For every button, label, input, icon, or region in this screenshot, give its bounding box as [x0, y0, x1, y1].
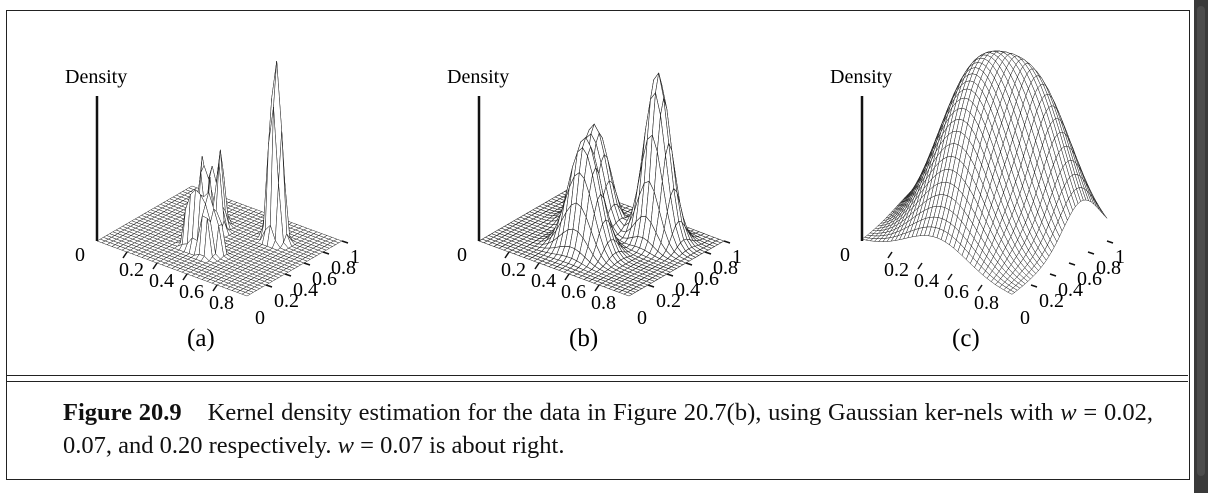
scrollbar-thumb[interactable]	[1197, 6, 1205, 476]
y-tick-mark-b-5	[723, 240, 731, 244]
y-tick-mark-c-5	[1106, 240, 1114, 244]
x-tick-mark-b-4	[594, 284, 600, 292]
x-tick-mark-c-4	[977, 284, 983, 292]
x-tick-mark-c-1	[887, 251, 893, 259]
y-tick-a-0: 0	[255, 307, 265, 329]
y-tick-a-3: 0.6	[312, 268, 337, 290]
x-tick-b-2: 0.4	[531, 270, 556, 292]
y-tick-mark-c-3	[1068, 262, 1076, 266]
y-tick-b-1: 0.2	[656, 290, 681, 312]
surface-a	[96, 60, 343, 297]
x-tick-a-4: 0.8	[209, 292, 234, 314]
y-tick-a-4: 0.8	[331, 257, 356, 279]
x-tick-a-2: 0.4	[149, 270, 174, 292]
y-tick-a-2: 0.4	[293, 279, 318, 301]
x-tick-mark-b-3	[564, 273, 570, 281]
x-tick-c-0: 0	[840, 244, 850, 266]
caption-eq-1: = 0.02, 0.07, and 0.20 respectively.	[63, 399, 1153, 459]
surface-c	[861, 50, 1108, 295]
caption-text-1: Kernel density estimation for the data i…	[207, 399, 1061, 426]
panel-label-b: (b)	[569, 325, 598, 352]
caption-rule-bottom	[7, 381, 1188, 382]
x-tick-a-0: 0	[75, 244, 85, 266]
x-tick-c-3: 0.6	[944, 281, 969, 303]
x-tick-mark-b-1	[504, 251, 510, 259]
figure-plots-area: Density 0 0.2 0.4 0.6 0.8 0 0.2 0.4 0.6 0.8 1 (a) Den…	[7, 11, 1188, 374]
y-tick-c-1: 0.2	[1039, 290, 1064, 312]
x-tick-b-1: 0.2	[501, 259, 526, 281]
y-tick-mark-a-5	[341, 240, 349, 244]
z-axis-label-a: Density	[65, 66, 127, 88]
y-tick-a-1: 0.2	[274, 290, 299, 312]
y-tick-a-5: 1	[350, 246, 360, 268]
caption-w-symbol: w	[1060, 399, 1077, 426]
x-tick-mark-b-2	[534, 262, 540, 270]
x-tick-mark-c-2	[917, 262, 923, 270]
y-tick-b-2: 0.4	[675, 279, 700, 301]
x-tick-mark-a-1	[122, 251, 128, 259]
caption-rule-top	[7, 375, 1188, 376]
x-tick-b-3: 0.6	[561, 281, 586, 303]
x-tick-a-1: 0.2	[119, 259, 144, 281]
x-tick-mark-a-2	[152, 262, 158, 270]
panel-label-c: (c)	[952, 325, 980, 352]
y-tick-b-5: 1	[732, 246, 742, 268]
y-tick-mark-b-1	[647, 284, 655, 288]
x-tick-mark-c-3	[947, 273, 953, 281]
x-tick-c-4: 0.8	[974, 292, 999, 314]
caption-eq-2: = 0.07 is about right.	[354, 432, 565, 459]
x-tick-mark-a-4	[212, 284, 218, 292]
y-tick-mark-c-4	[1087, 251, 1095, 255]
y-tick-mark-a-4	[322, 251, 330, 255]
y-tick-mark-a-2	[284, 273, 292, 277]
caption-figure-number: Figure 20.9	[63, 399, 182, 426]
y-tick-c-3: 0.6	[1077, 268, 1102, 290]
scrollbar[interactable]	[1194, 0, 1208, 493]
x-tick-a-3: 0.6	[179, 281, 204, 303]
figure-caption: Figure 20.9 Kernel density estimation for…	[63, 396, 1153, 462]
y-tick-mark-b-4	[704, 251, 712, 255]
y-tick-b-4: 0.8	[713, 257, 738, 279]
figure-frame: Density 0 0.2 0.4 0.6 0.8 0 0.2 0.4 0.6 0.8 1 (a) Den…	[6, 10, 1190, 480]
z-axis-label-b: Density	[447, 66, 509, 88]
panel-label-a: (a)	[187, 325, 215, 352]
y-tick-mark-c-2	[1049, 273, 1057, 277]
y-tick-c-0: 0	[1020, 307, 1030, 329]
y-tick-mark-b-2	[666, 273, 674, 277]
y-tick-c-5: 1	[1115, 246, 1125, 268]
y-tick-b-0: 0	[637, 307, 647, 329]
y-tick-c-2: 0.4	[1058, 279, 1083, 301]
y-tick-mark-a-3	[303, 262, 311, 266]
caption-w-symbol-2: w	[337, 432, 354, 459]
y-tick-mark-b-3	[685, 262, 693, 266]
z-axis-label-c: Density	[830, 66, 892, 88]
y-tick-b-3: 0.6	[694, 268, 719, 290]
surface-b	[478, 72, 725, 297]
y-tick-mark-a-1	[265, 284, 273, 288]
x-tick-b-0: 0	[457, 244, 467, 266]
y-tick-c-4: 0.8	[1096, 257, 1121, 279]
x-tick-mark-a-3	[182, 273, 188, 281]
y-tick-mark-c-1	[1030, 284, 1038, 288]
x-tick-b-4: 0.8	[591, 292, 616, 314]
x-tick-c-1: 0.2	[884, 259, 909, 281]
x-tick-c-2: 0.4	[914, 270, 939, 292]
